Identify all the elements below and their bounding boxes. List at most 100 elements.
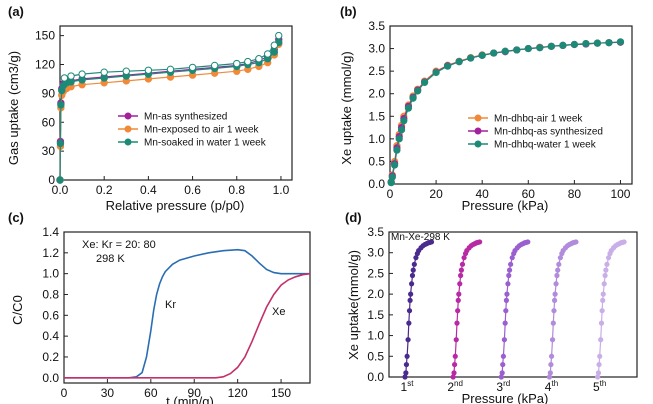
panel-b-legend-marker [474,114,482,122]
panel-a-data-point [57,101,65,109]
panel-d-data-point [557,255,563,261]
panel-d-ytick-label: 3.0 [367,246,384,260]
panel-d-title: Mn-Xe-298 K [391,232,450,243]
panel-c-plot: 0 30 60 90 120 150 0.0 0.2 0.4 0.6 0.8 1.0 1.2 1.4 [42,225,311,400]
panel-b-data-point [387,179,395,187]
panel-c-series-line [64,272,311,379]
panel-d-data-point [403,361,410,368]
panel-b-data-point [414,87,422,95]
panel-d-data-point [498,374,504,380]
panel-c-ytick-label: 0.0 [42,371,59,385]
panel-a-xtick-label: 0.4 [140,183,157,197]
panel-b-label: (b) [340,4,357,19]
panel-d-data-point [403,370,409,376]
panel-b-series-line [390,41,621,183]
panel-d-ylabel: Xe uptake(mmol/g) [346,250,361,360]
panel-c-series-line [64,248,310,379]
panel-a-data-point [275,31,283,40]
panel-d-data-point [402,374,408,380]
panel-b: (b) 0 20 40 60 80 100 0.0 0.5 1.0 1.5 2.0 2.5 3.0 3.5… [339,4,633,213]
panel-a-data-point [100,68,108,76]
panel-a-ytick-label: 30 [42,144,56,158]
panel-b-data-point [605,39,613,47]
panel-d-data-point [550,320,556,326]
panel-b-data-point [524,44,532,53]
panel-a-data-point [270,48,279,56]
panel-d-data-point [547,370,553,376]
panel-d-ytick-label: 1.0 [367,329,384,343]
panel-d-data-point [555,267,561,273]
panel-c-xtick-label: 60 [144,386,158,400]
panel-d-data-point [501,337,507,343]
panel-b-ytick-label: 2.5 [368,64,385,78]
panel-c-xlabel: t (min/g) [166,394,214,404]
panel-a-ytick-label: 120 [35,58,55,72]
panel-a-xtick-label: 0.6 [184,183,201,197]
panel-d-data-point [597,353,603,359]
panel-d-data-point [411,261,417,267]
panel-b-xtick-label: 20 [429,187,443,201]
panel-b-xtick-label: 0 [387,187,394,201]
panel-b-xtick-label: 40 [476,187,490,201]
panel-b-data-point [400,117,408,125]
panel-c-ytick-label: 0.8 [42,287,59,301]
panel-c: (c) 0 30 60 90 120 150 0.0 0.2 0.4 0.6 0.8 1.0 1.2 1.… [8,210,311,404]
panel-b-xtick-label: 60 [522,187,536,201]
panel-a: (a) 0.0 0.2 0.4 0.6 0.8 1.0 0 30 60 90 120 150 Rela… [6,4,293,213]
panel-d-data-point [406,308,413,314]
panel-d-data-point [500,353,507,359]
panel-b-series-line [390,41,621,183]
panel-b-data-point [420,78,429,87]
panel-c-frame [63,231,311,384]
panel-d-data-point [553,281,559,287]
panel-d-xlabel: Pressure (kPa) [462,391,549,404]
panel-b-legend-marker [474,127,482,135]
panel-a-data-point [122,67,130,75]
panel-a-legend-marker [124,125,132,133]
panel-b-data-point [444,62,452,70]
panel-d-data-point [459,261,466,267]
panel-d-data-point [405,337,411,343]
panel-a-data-point [270,41,279,49]
panel-a-data-point [144,66,153,74]
panel-b-xtick-label: 100 [610,187,630,201]
panel-d-data-point [428,239,435,245]
panel-c-label-xe: Xe [272,306,285,318]
panel-b-xlabel: Pressure (kPa) [462,198,549,213]
panel-b-ytick-label: 2.0 [368,87,385,101]
panel-d-data-point [595,370,602,376]
panel-d-data-point [551,297,558,303]
panel-d-data-point [451,370,457,376]
panel-d-data-point [600,297,606,303]
panel-a-legend-label: Mn-as synthesized [144,112,227,123]
panel-d-data-point [406,320,412,326]
panel-b-data-point [547,42,555,50]
panel-d-data-point [556,261,562,267]
panel-d-data-point [461,255,467,261]
panel-d-data-point [506,272,512,279]
panel-b-data-point [536,44,544,52]
panel-d-data-point [410,267,416,273]
panel-b-xtick-label: 80 [568,187,582,201]
panel-b-data-point [559,41,567,50]
panel-d-data-point [596,361,602,368]
panel-d-data-point [458,272,464,279]
panel-d-cycle-label: 5th [593,379,606,394]
panel-d-data-point [452,353,458,359]
panel-d-data-point [451,361,458,368]
panel-d-data-point [409,272,416,279]
panel-c-label-kr: Kr [165,299,176,311]
panel-d-data-point [504,291,510,297]
panel-d-data-point [502,320,508,326]
panel-d-data-point [598,320,605,326]
panel-d-data-point [407,297,413,303]
panel-a-ytick-label: 150 [35,29,55,43]
panel-c-label: (c) [8,210,24,225]
panel-c-ytick-label: 1.2 [42,246,59,260]
panel-d-cycle-label: 2nd [447,379,463,394]
panel-d-ytick-label: 2.0 [367,287,384,301]
panel-d-data-point [499,370,505,376]
panel-d-data-point [409,281,415,287]
panel-c-annotation-1: Xe: Kr = 20: 80 [82,239,156,251]
